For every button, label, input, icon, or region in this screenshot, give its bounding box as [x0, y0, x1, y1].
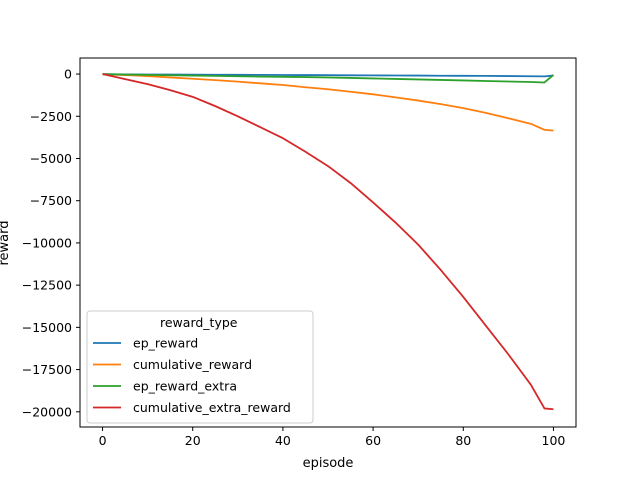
x-tick-label: 0: [99, 433, 107, 448]
y-tick-label: −15000: [22, 320, 72, 335]
series-line-ep-reward-extra: [102, 73, 555, 84]
series-line-cumulative-reward: [102, 73, 554, 132]
x-tick-label: 80: [455, 433, 471, 448]
series-line-cumulative-extra-reward: [102, 73, 554, 411]
x-axis-ticks: 0 20 40 60 80 100: [99, 427, 566, 448]
series-layer: [102, 73, 555, 411]
y-tick-label: −5000: [30, 151, 72, 166]
y-tick-label: −7500: [30, 193, 72, 208]
y-tick-label: −12500: [22, 278, 72, 293]
y-tick-label: −20000: [22, 404, 72, 419]
legend-entry-label: cumulative_reward: [133, 357, 252, 372]
legend-entry-label: cumulative_extra_reward: [133, 400, 291, 415]
x-axis-label: episode: [303, 456, 354, 471]
y-tick-label: 0: [64, 67, 72, 82]
y-axis-label: reward: [0, 220, 12, 265]
legend-entry-label: ep_reward: [133, 336, 198, 351]
legend-entry-label: ep_reward_extra: [133, 379, 237, 394]
y-axis-ticks: 0 −2500 −5000 −7500 −10000 −12500 −15000 −17500…: [22, 67, 80, 419]
legend-title: reward_type: [160, 315, 238, 330]
y-tick-label: −10000: [22, 235, 72, 250]
x-tick-label: 40: [275, 433, 291, 448]
x-tick-label: 20: [185, 433, 201, 448]
legend-box: [86, 310, 314, 424]
x-tick-label: 60: [365, 433, 381, 448]
y-tick-label: −2500: [30, 109, 72, 124]
legend: reward_type ep_reward cumulative_reward ep_…: [86, 310, 314, 424]
y-tick-label: −17500: [22, 362, 72, 377]
x-tick-label: 100: [542, 433, 566, 448]
